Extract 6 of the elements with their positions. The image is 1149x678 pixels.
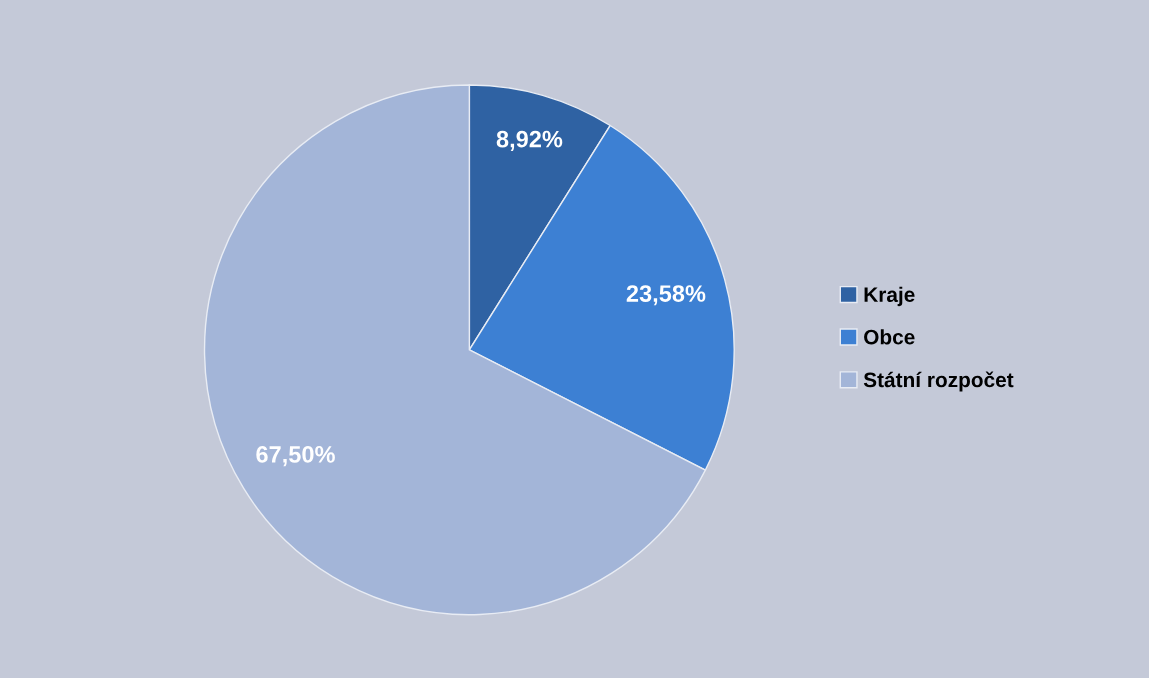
data-label: 8,92% xyxy=(496,130,563,151)
legend-label: Kraje xyxy=(864,286,915,307)
data-label: 67,50% xyxy=(256,446,335,467)
data-label: 23,58% xyxy=(626,285,706,306)
legend-label: Státní rozpočet xyxy=(863,371,1014,392)
legend-label: Obce xyxy=(864,329,915,345)
